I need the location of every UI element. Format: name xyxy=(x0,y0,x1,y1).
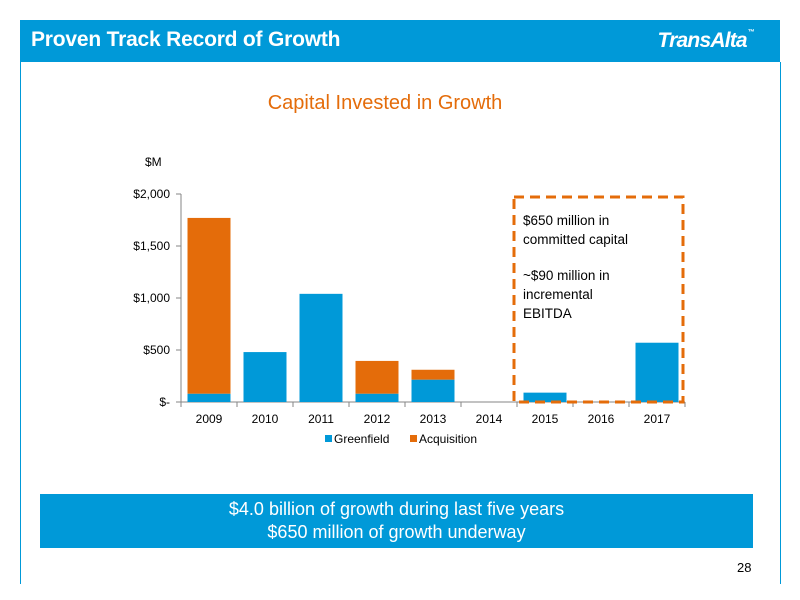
x-tick-label: 2009 xyxy=(196,412,223,426)
bar-greenfield-2013 xyxy=(411,379,455,402)
chart-bars xyxy=(187,217,679,402)
left-border-rule xyxy=(20,62,21,584)
x-tick-label: 2016 xyxy=(588,412,615,426)
right-border-rule xyxy=(780,62,781,584)
bar-acquisition-2012 xyxy=(355,360,399,394)
legend-swatch-acquisition xyxy=(410,435,417,442)
transalta-logo: TransAlta™ xyxy=(657,29,755,53)
bar-greenfield-2009 xyxy=(187,393,231,402)
x-tick-label: 2014 xyxy=(476,412,503,426)
x-tick-label: 2017 xyxy=(644,412,671,426)
banner-line-1: $4.0 billion of growth during last five … xyxy=(228,499,565,519)
y-tick-label: $1,500 xyxy=(133,239,170,253)
logo-text: TransAlta xyxy=(657,29,748,52)
legend-label-acquisition: Acquisition xyxy=(419,432,477,446)
slide-title: Proven Track Record of Growth xyxy=(31,28,341,51)
logo-trademark: ™ xyxy=(747,29,755,36)
y-tick-label: $- xyxy=(159,395,170,409)
header-bar: Proven Track Record of Growth TransAlta™ xyxy=(20,20,780,62)
bar-acquisition-2009 xyxy=(187,217,231,394)
callout-box xyxy=(512,195,685,404)
banner-line-2: $650 million of growth underway xyxy=(267,522,526,542)
x-tick-label: 2011 xyxy=(308,412,334,426)
callout-line-4: incremental xyxy=(523,287,593,302)
chart-labels: $- $500 $1,000 $1,500 $2,000 2009 2010 2011 2012… xyxy=(133,187,670,426)
bar-greenfield-2011 xyxy=(299,293,343,402)
bar-greenfield-2017 xyxy=(635,342,679,402)
y-axis-unit-label: $M xyxy=(145,155,162,169)
y-tick-label: $2,000 xyxy=(133,187,170,201)
x-tick-label: 2012 xyxy=(364,412,391,426)
legend-swatch-greenfield xyxy=(325,435,332,442)
summary-banner: $4.0 billion of growth during last five … xyxy=(40,494,753,548)
callout-line-5: EBITDA xyxy=(523,306,572,321)
y-tick-label: $500 xyxy=(143,343,170,357)
callout-line-2: committed capital xyxy=(523,232,629,247)
legend-label-greenfield: Greenfield xyxy=(334,432,389,446)
y-tick-label: $1,000 xyxy=(133,291,170,305)
bar-greenfield-2010 xyxy=(243,352,287,402)
bar-acquisition-2013 xyxy=(411,369,455,380)
bar-greenfield-2012 xyxy=(355,393,399,402)
chart-title: Capital Invested in Growth xyxy=(267,92,503,114)
x-tick-label: 2010 xyxy=(252,412,279,426)
callout-line-3: ~$90 million in xyxy=(523,268,610,283)
x-tick-label: 2015 xyxy=(532,412,559,426)
x-tick-label: 2013 xyxy=(420,412,447,426)
callout-line-1: $650 million in xyxy=(523,213,610,228)
bar-greenfield-2015 xyxy=(523,392,567,402)
chart-legend: Greenfield Acquisition xyxy=(325,432,477,446)
page-number: 28 xyxy=(737,560,752,575)
